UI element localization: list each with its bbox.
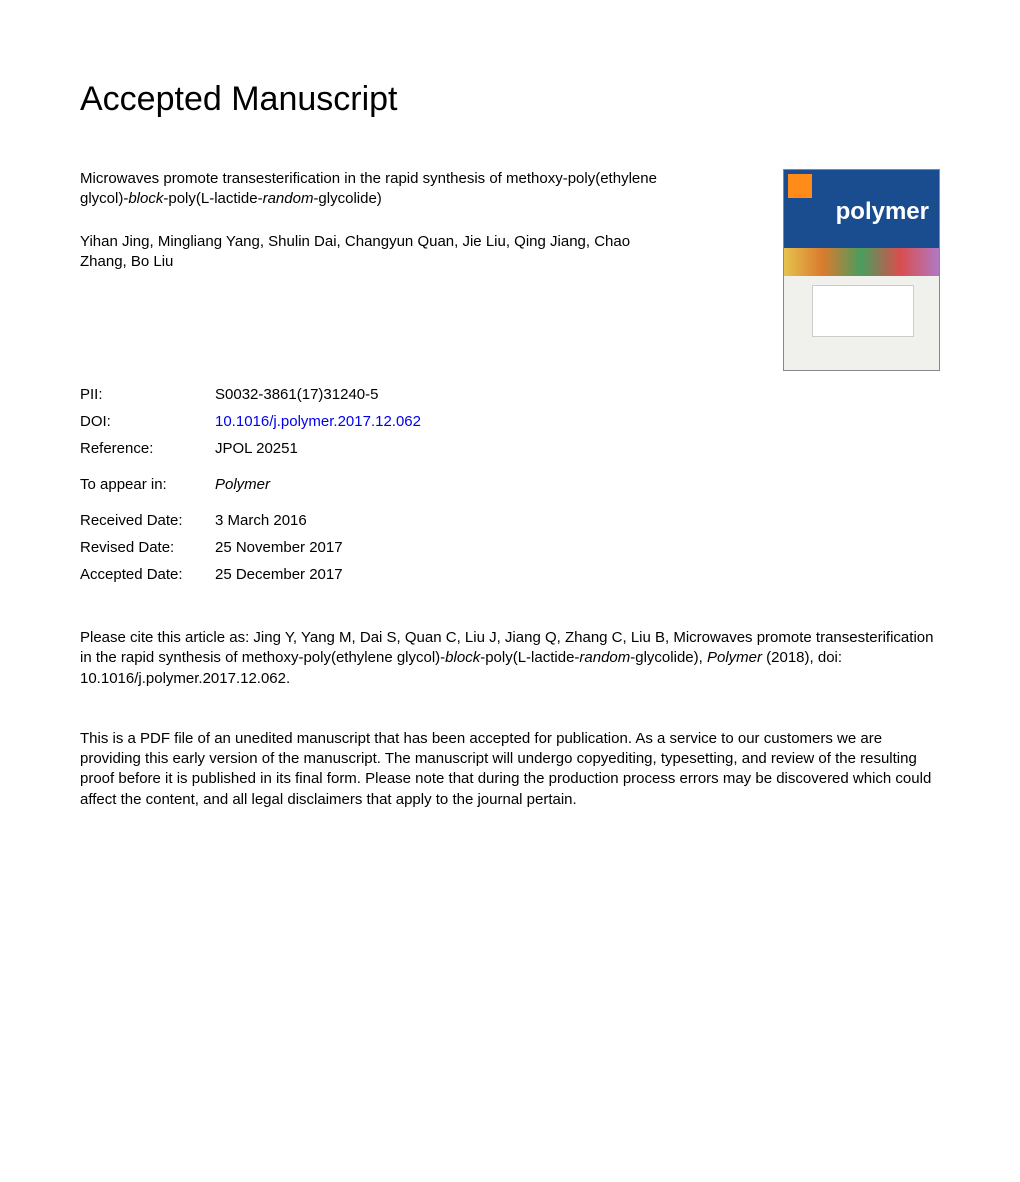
table-row: DOI: 10.1016/j.polymer.2017.12.062 <box>80 408 421 435</box>
received-label: Received Date: <box>80 498 215 534</box>
title-part: -poly(L-lactide- <box>163 190 262 207</box>
table-row: Received Date: 3 March 2016 <box>80 498 421 534</box>
to-appear-label: To appear in: <box>80 462 215 498</box>
citation-journal: Polymer <box>707 649 762 666</box>
title-italic: random <box>263 190 314 207</box>
title-authors-column: Microwaves promote transesterification i… <box>80 169 680 308</box>
manuscript-page: Accepted Manuscript Microwaves promote t… <box>0 0 1020 870</box>
pii-label: PII: <box>80 381 215 408</box>
doi-label: DOI: <box>80 408 215 435</box>
citation-part: -glycolide), <box>630 649 707 666</box>
cover-band-icon <box>784 248 939 276</box>
cover-panel-icon <box>812 285 914 337</box>
reference-label: Reference: <box>80 435 215 462</box>
disclaimer-text: This is a PDF file of an unedited manusc… <box>80 729 940 810</box>
table-row: Accepted Date: 25 December 2017 <box>80 561 421 588</box>
article-title: Microwaves promote transesterification i… <box>80 169 680 210</box>
title-italic: block <box>128 190 163 207</box>
citation-italic: random <box>579 649 630 666</box>
revised-value: 25 November 2017 <box>215 534 421 561</box>
accepted-value: 25 December 2017 <box>215 561 421 588</box>
reference-value: JPOL 20251 <box>215 435 421 462</box>
authors-list: Yihan Jing, Mingliang Yang, Shulin Dai, … <box>80 232 680 273</box>
doi-link[interactable]: 10.1016/j.polymer.2017.12.062 <box>215 413 421 430</box>
page-title: Accepted Manuscript <box>80 80 940 119</box>
revised-label: Revised Date: <box>80 534 215 561</box>
header-row: Microwaves promote transesterification i… <box>80 169 940 371</box>
table-row: Reference: JPOL 20251 <box>80 435 421 462</box>
table-row: PII: S0032-3861(17)31240-5 <box>80 381 421 408</box>
accepted-label: Accepted Date: <box>80 561 215 588</box>
journal-cover-title: polymer <box>836 198 929 226</box>
received-value: 3 March 2016 <box>215 498 421 534</box>
table-row: Revised Date: 25 November 2017 <box>80 534 421 561</box>
pii-value: S0032-3861(17)31240-5 <box>215 381 421 408</box>
table-row: To appear in: Polymer <box>80 462 421 498</box>
citation-text: Please cite this article as: Jing Y, Yan… <box>80 628 940 689</box>
elsevier-logo-icon <box>788 174 812 198</box>
citation-part: -poly(L-lactide- <box>480 649 579 666</box>
to-appear-value: Polymer <box>215 476 270 493</box>
journal-cover: polymer <box>783 169 940 371</box>
metadata-table: PII: S0032-3861(17)31240-5 DOI: 10.1016/… <box>80 381 421 588</box>
title-part: -glycolide) <box>313 190 381 207</box>
citation-italic: block <box>445 649 480 666</box>
